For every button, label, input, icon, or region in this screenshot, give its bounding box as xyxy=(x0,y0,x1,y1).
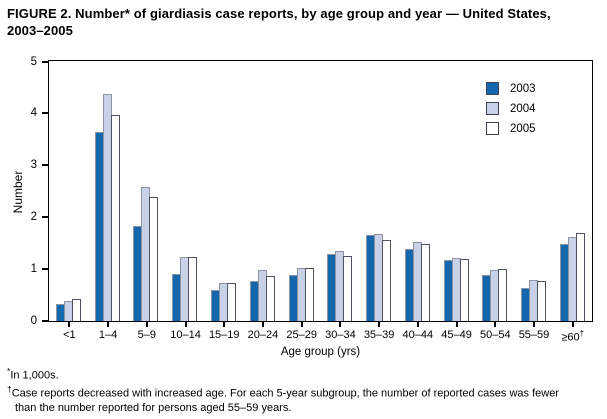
x-tick-slot xyxy=(515,322,554,327)
footnote-dagger-text: Case reports decreased with increased ag… xyxy=(12,387,559,414)
y-axis-title: Number xyxy=(11,61,27,323)
footnote-asterisk: *In 1,000s. xyxy=(7,366,577,384)
x-axis-tick-label: 25–29 xyxy=(282,329,321,344)
bar-group-7 xyxy=(282,268,321,321)
bar-2005 xyxy=(421,244,430,321)
bar-group-12 xyxy=(476,269,515,321)
x-tick-slot xyxy=(244,322,283,327)
bar-2005 xyxy=(72,299,81,321)
x-tick-slot xyxy=(50,322,89,327)
legend-swatch-2005 xyxy=(486,122,499,135)
footnote-dagger: †Case reports decreased with increased a… xyxy=(7,384,577,416)
x-axis-tick-label: 20–24 xyxy=(244,329,283,344)
x-axis-tick-label: 45–49 xyxy=(437,329,476,344)
x-tick-slot xyxy=(398,322,437,327)
x-axis-tick-label: ≥60† xyxy=(553,329,592,344)
legend-item-2003: 2003 xyxy=(486,82,536,95)
x-tick-slot xyxy=(205,322,244,327)
bar-group-1 xyxy=(49,299,88,321)
bar-2005 xyxy=(537,281,546,321)
x-tick-mark xyxy=(185,322,187,327)
bar-2005 xyxy=(111,115,120,321)
bar-group-6 xyxy=(243,270,282,321)
legend: 2003 2004 2005 xyxy=(486,82,536,142)
bar-2005 xyxy=(266,276,275,321)
x-axis-tick-label: 5–9 xyxy=(127,329,166,344)
bar-group-8 xyxy=(320,251,359,321)
x-tick-slot xyxy=(282,322,321,327)
legend-swatch-2004 xyxy=(486,102,499,115)
footnotes: *In 1,000s. †Case reports decreased with… xyxy=(7,366,577,416)
bar-group-5 xyxy=(204,283,243,321)
x-axis-tick-label: 35–39 xyxy=(360,329,399,344)
bar-group-9 xyxy=(359,234,398,322)
bar-2005 xyxy=(576,233,585,321)
plot-area: 2003 2004 2005 xyxy=(48,60,593,322)
legend-label-2004: 2004 xyxy=(510,103,536,115)
x-tick-mark xyxy=(146,322,148,327)
x-tick-mark xyxy=(417,322,419,327)
x-tick-mark xyxy=(494,322,496,327)
bar-2005 xyxy=(343,256,352,321)
bar-2005 xyxy=(382,240,391,321)
x-tick-mark xyxy=(107,322,109,327)
footnote-asterisk-text: In 1,000s. xyxy=(10,370,58,382)
x-tick-mark xyxy=(68,322,70,327)
x-axis-tick-label: 30–34 xyxy=(321,329,360,344)
bar-group-4 xyxy=(165,257,204,321)
x-axis-tick-label: <1 xyxy=(50,329,89,344)
x-tick-mark xyxy=(533,322,535,327)
x-tick-slot xyxy=(437,322,476,327)
legend-item-2005: 2005 xyxy=(486,122,536,135)
figure-title: FIGURE 2. Number* of giardiasis case rep… xyxy=(7,5,585,39)
x-tick-mark xyxy=(378,322,380,327)
bar-group-14 xyxy=(553,233,592,321)
x-tick-mark xyxy=(572,322,574,327)
legend-item-2004: 2004 xyxy=(486,102,536,115)
x-tick-mark xyxy=(456,322,458,327)
x-tick-slot xyxy=(553,322,592,327)
x-tick-slot xyxy=(166,322,205,327)
legend-label-2005: 2005 xyxy=(510,123,536,135)
bar-2005 xyxy=(149,197,158,321)
x-axis-tick-label: 10–14 xyxy=(166,329,205,344)
x-tick-mark xyxy=(223,322,225,327)
bar-2005 xyxy=(498,269,507,321)
bar-2005 xyxy=(227,283,236,321)
x-axis-tick-label: 1–4 xyxy=(89,329,128,344)
bar-2005 xyxy=(188,257,197,321)
figure-panel: FIGURE 2. Number* of giardiasis case rep… xyxy=(0,0,607,419)
x-tick-mark xyxy=(301,322,303,327)
x-tick-slot xyxy=(360,322,399,327)
bar-group-3 xyxy=(127,187,166,321)
bar-group-11 xyxy=(437,258,476,321)
x-axis-title: Age group (yrs) xyxy=(48,346,593,358)
x-axis-tick-label: 40–44 xyxy=(398,329,437,344)
legend-swatch-2003 xyxy=(486,82,499,95)
bar-2005 xyxy=(460,259,469,321)
x-axis-tick-label: 55–59 xyxy=(515,329,554,344)
x-axis-tick-label: 50–54 xyxy=(476,329,515,344)
x-axis-labels: <11–45–910–1415–1920–2425–2930–3435–3940… xyxy=(50,329,592,344)
x-axis-tick-label: 15–19 xyxy=(205,329,244,344)
bar-2005 xyxy=(305,268,314,321)
x-tick-mark xyxy=(339,322,341,327)
x-tick-mark xyxy=(262,322,264,327)
x-tick-slot xyxy=(89,322,128,327)
bar-group-10 xyxy=(398,242,437,321)
legend-label-2003: 2003 xyxy=(510,83,536,95)
x-tick-slot xyxy=(476,322,515,327)
bar-group-2 xyxy=(88,94,127,321)
bar-group-13 xyxy=(514,280,553,321)
x-tick-slot xyxy=(321,322,360,327)
x-axis-ticks xyxy=(50,322,592,327)
x-tick-slot xyxy=(127,322,166,327)
